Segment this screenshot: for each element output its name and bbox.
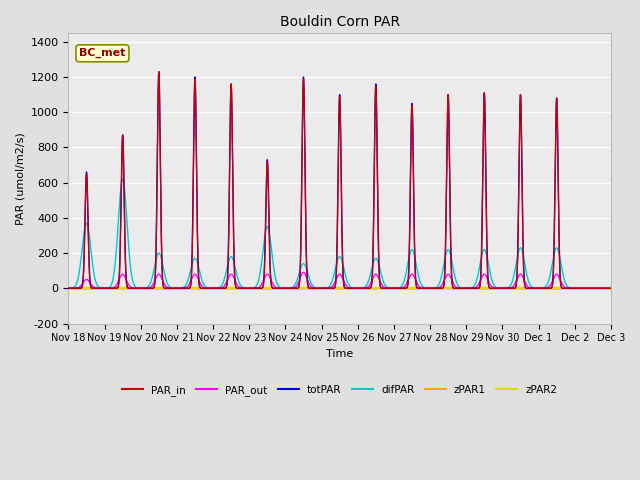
Text: BC_met: BC_met — [79, 48, 125, 59]
Title: Bouldin Corn PAR: Bouldin Corn PAR — [280, 15, 400, 29]
Y-axis label: PAR (umol/m2/s): PAR (umol/m2/s) — [15, 132, 25, 225]
Legend: PAR_in, PAR_out, totPAR, difPAR, zPAR1, zPAR2: PAR_in, PAR_out, totPAR, difPAR, zPAR1, … — [118, 381, 562, 400]
X-axis label: Time: Time — [326, 349, 353, 359]
